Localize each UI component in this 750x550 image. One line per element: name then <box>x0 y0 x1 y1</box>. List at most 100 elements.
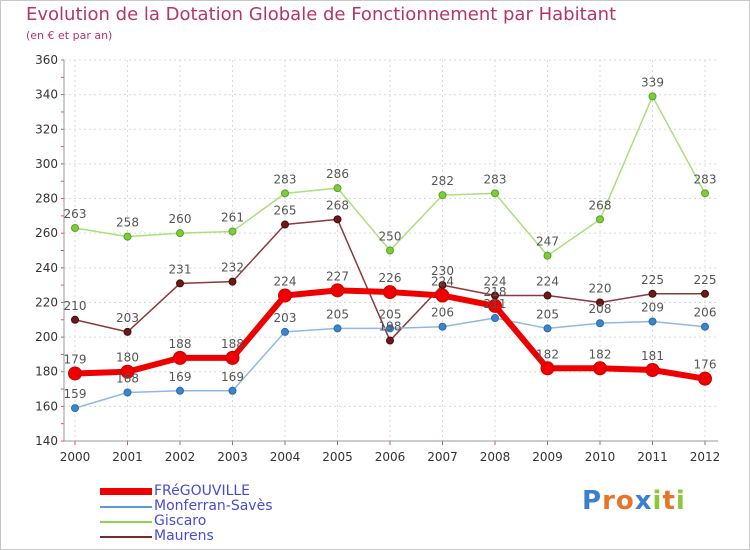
data-point <box>281 220 289 229</box>
data-point <box>648 289 657 298</box>
data-label: 220 <box>589 281 612 295</box>
data-point <box>438 322 447 331</box>
data-label: 188 <box>169 337 192 351</box>
logo-letter: o <box>615 486 635 516</box>
data-point <box>71 223 79 232</box>
data-point <box>543 324 552 333</box>
data-label: 286 <box>326 167 349 181</box>
data-point <box>701 289 709 298</box>
data-point <box>648 317 657 326</box>
data-label: 258 <box>116 216 139 230</box>
series-maurens <box>71 215 709 345</box>
data-label: 224 <box>536 275 559 289</box>
data-label: 206 <box>431 306 454 320</box>
y-tick-label: 140 <box>35 434 58 448</box>
data-label: 211 <box>484 297 507 311</box>
legend-label: Monferran-Savès <box>154 498 273 514</box>
axis-layer: 140 160 180 200 220 240 260 280 300 320 340 360 2000… <box>35 53 720 464</box>
data-label: 283 <box>484 172 507 186</box>
data-label: 176 <box>694 358 717 372</box>
data-point <box>701 322 709 331</box>
logo-letter: i <box>652 486 663 516</box>
logo-letter: x <box>634 486 653 516</box>
y-tick-label: 300 <box>35 157 58 171</box>
data-point <box>123 232 132 241</box>
data-label: 205 <box>536 307 559 321</box>
data-label: 260 <box>169 212 192 226</box>
data-point <box>645 362 660 377</box>
data-point <box>593 361 607 376</box>
data-point <box>383 285 397 300</box>
data-label: 203 <box>116 311 139 325</box>
data-label: 168 <box>116 372 139 386</box>
data-point <box>123 327 132 336</box>
data-point <box>281 189 289 198</box>
data-label: 283 <box>274 172 297 186</box>
data-label: 188 <box>221 337 244 351</box>
chart-title: Evolution de la Dotation Globale de Fonc… <box>26 4 617 25</box>
data-label: 169 <box>221 370 244 384</box>
data-point <box>386 336 394 345</box>
x-tick-label: 2003 <box>217 450 248 464</box>
proxiti-logo: Proxiti <box>582 486 686 516</box>
data-point <box>543 251 552 260</box>
data-label: 209 <box>641 301 664 315</box>
data-label: 268 <box>589 198 612 212</box>
data-label: 225 <box>641 273 664 287</box>
y-tick-label: 240 <box>35 261 58 275</box>
x-tick-label: 2005 <box>322 450 353 464</box>
data-point <box>228 386 237 395</box>
data-label: 230 <box>431 264 454 278</box>
series-layer <box>68 92 712 413</box>
data-point <box>540 361 555 376</box>
data-point <box>68 366 82 381</box>
data-point <box>225 350 240 365</box>
x-tick-label: 2010 <box>585 450 616 464</box>
data-label: 232 <box>221 261 244 275</box>
data-point <box>333 215 342 224</box>
data-label: 159 <box>64 387 87 401</box>
series-giscaro <box>71 92 709 260</box>
legend-label: FRéGOUVILLE <box>154 483 251 499</box>
data-point <box>698 371 712 386</box>
logo-letter: t <box>662 486 676 516</box>
x-tick-label: 2001 <box>112 450 143 464</box>
data-label: 250 <box>379 230 402 244</box>
x-tick-label: 2004 <box>270 450 301 464</box>
data-label: 210 <box>64 299 87 313</box>
data-label: 261 <box>221 210 244 224</box>
x-tick-label: 2000 <box>60 450 91 464</box>
data-label: 247 <box>536 235 559 249</box>
data-label: 169 <box>169 370 192 384</box>
legend-swatch <box>100 536 152 538</box>
data-point <box>648 92 657 101</box>
data-point <box>123 388 132 397</box>
y-tick-label: 160 <box>35 399 58 413</box>
data-point <box>71 404 79 413</box>
data-label: 203 <box>274 311 297 325</box>
x-tick-label: 2002 <box>165 450 196 464</box>
x-tick-label: 2008 <box>480 450 511 464</box>
data-point <box>596 298 604 307</box>
y-tick-label: 340 <box>35 88 58 102</box>
data-point <box>596 319 604 328</box>
data-label: 181 <box>641 349 664 363</box>
data-point <box>71 315 79 324</box>
data-point <box>386 246 394 255</box>
data-label: 231 <box>169 262 192 276</box>
y-tick-label: 260 <box>35 226 58 240</box>
data-label: 265 <box>274 204 297 218</box>
data-point <box>491 314 499 323</box>
x-tick-label: 2006 <box>375 450 406 464</box>
data-point <box>701 189 709 198</box>
x-tick-label: 2009 <box>532 450 563 464</box>
data-point <box>435 288 450 303</box>
data-point <box>278 288 292 303</box>
logo-letter: i <box>675 486 686 516</box>
x-tick-label: 2012 <box>690 450 721 464</box>
data-label: 198 <box>379 320 402 334</box>
data-label: 263 <box>64 207 87 221</box>
data-point <box>228 227 237 236</box>
y-tick-label: 200 <box>35 330 58 344</box>
data-point <box>333 324 342 333</box>
